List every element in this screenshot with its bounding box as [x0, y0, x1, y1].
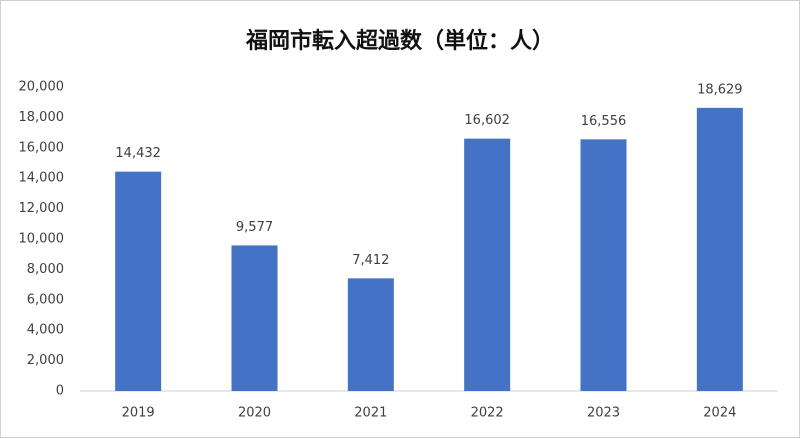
y-tick-label: 4,000 — [27, 323, 64, 338]
y-tick-label: 0 — [56, 384, 64, 399]
value-label: 14,432 — [115, 146, 161, 161]
value-label: 9,577 — [236, 220, 273, 235]
y-tick-label: 2,000 — [27, 353, 64, 368]
y-tick-label: 8,000 — [27, 262, 64, 277]
bar — [464, 138, 511, 391]
chart-title: 福岡市転入超過数（単位：人） — [245, 28, 554, 54]
x-tick-label: 2022 — [471, 406, 504, 421]
x-tick-label: 2019 — [122, 406, 155, 421]
bar — [696, 107, 743, 391]
y-tick-label: 18,000 — [19, 110, 65, 125]
y-tick-label: 20,000 — [19, 80, 65, 95]
x-tick-label: 2021 — [354, 406, 387, 421]
value-label: 16,556 — [581, 114, 627, 129]
bar — [347, 278, 394, 391]
bar — [115, 171, 162, 391]
value-label: 7,412 — [352, 253, 389, 268]
bar — [231, 245, 278, 391]
value-label: 18,629 — [697, 82, 743, 97]
value-label: 16,602 — [464, 113, 510, 128]
x-tick-label: 2023 — [587, 406, 620, 421]
x-tick-label: 2024 — [703, 406, 736, 421]
bar — [580, 139, 627, 391]
x-tick-label: 2020 — [238, 406, 271, 421]
y-tick-label: 14,000 — [19, 171, 65, 186]
y-tick-label: 6,000 — [27, 292, 64, 307]
y-tick-label: 10,000 — [19, 232, 65, 247]
y-tick-label: 16,000 — [19, 140, 65, 155]
y-tick-label: 12,000 — [19, 201, 65, 216]
